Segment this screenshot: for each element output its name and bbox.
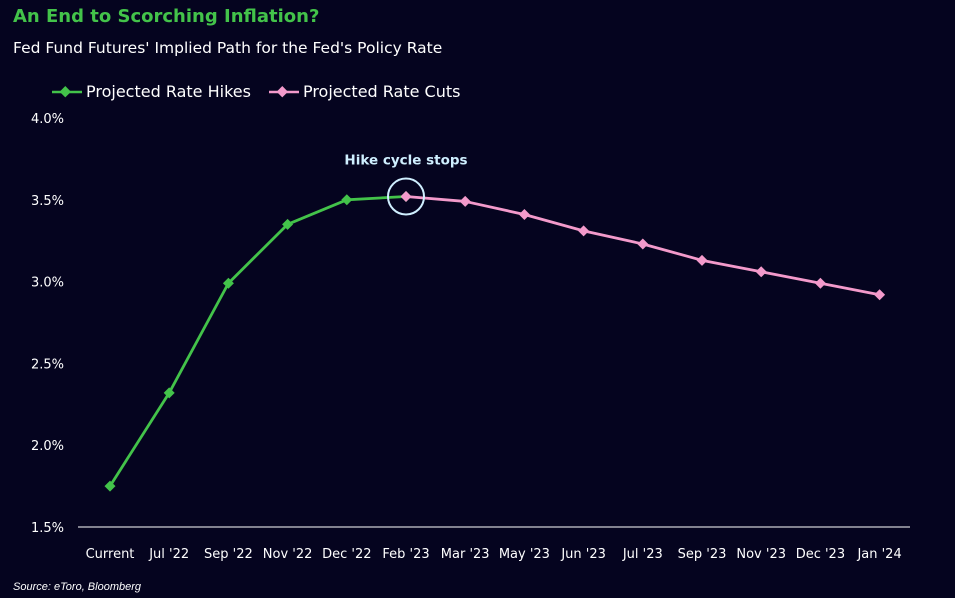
data-point-cuts	[696, 254, 708, 266]
data-point-hikes	[222, 277, 234, 289]
x-tick-label: Jan '24	[856, 547, 901, 562]
chart-title: An End to Scorching Inflation?	[13, 6, 320, 27]
chart-subtitle: Fed Fund Futures' Implied Path for the F…	[13, 39, 443, 57]
x-tick-label: Dec '23	[796, 547, 845, 562]
y-tick-label: 4.0%	[31, 112, 64, 127]
x-tick-label: Feb '23	[382, 547, 429, 562]
data-point-cuts	[874, 289, 886, 301]
data-point-cuts	[755, 266, 767, 278]
x-tick-label: Nov '23	[736, 547, 786, 562]
annotation-label: Hike cycle stops	[344, 153, 467, 169]
data-point-hikes	[104, 480, 116, 492]
data-point-cuts	[637, 238, 649, 250]
chart-legend: Projected Rate Hikes Projected Rate Cuts	[52, 82, 478, 101]
data-point-cuts	[459, 195, 471, 207]
legend-marker-cuts	[268, 85, 299, 97]
y-tick-label: 1.5%	[31, 521, 64, 536]
x-tick-label: Dec '22	[322, 547, 371, 562]
legend-label-hikes: Projected Rate Hikes	[86, 82, 251, 101]
data-point-hikes	[282, 218, 294, 230]
source-note: Source: eToro, Bloomberg	[13, 581, 141, 593]
x-tick-label: Sep '23	[678, 547, 727, 562]
x-tick-label: Jul '23	[622, 547, 663, 562]
y-tick-label: 3.5%	[31, 194, 64, 209]
x-tick-label: Nov '22	[263, 547, 313, 562]
x-tick-label: Current	[86, 547, 135, 562]
x-tick-label: Jul '22	[148, 547, 189, 562]
data-point-cuts	[814, 277, 826, 289]
data-point-hikes	[163, 387, 175, 399]
x-tick-label: Mar '23	[441, 547, 490, 562]
data-point-hikes	[341, 194, 353, 206]
x-tick-label: Jun '23	[560, 547, 606, 562]
annotation-circle	[387, 177, 425, 216]
legend-item-hikes: Projected Rate Hikes	[52, 82, 251, 101]
x-tick-label: May '23	[499, 547, 550, 562]
legend-label-cuts: Projected Rate Cuts	[302, 82, 461, 101]
series-line-hikes	[108, 195, 407, 487]
legend-item-cuts: Projected Rate Cuts	[268, 82, 461, 101]
y-tick-label: 2.0%	[31, 439, 64, 454]
legend-marker-hikes	[52, 85, 82, 97]
data-point-cuts	[518, 209, 530, 221]
y-tick-label: 3.0%	[31, 276, 64, 291]
y-tick-label: 2.5%	[31, 357, 64, 372]
x-tick-label: Sep '22	[204, 547, 253, 562]
data-point-cuts	[400, 191, 412, 203]
data-point-cuts	[578, 225, 590, 237]
